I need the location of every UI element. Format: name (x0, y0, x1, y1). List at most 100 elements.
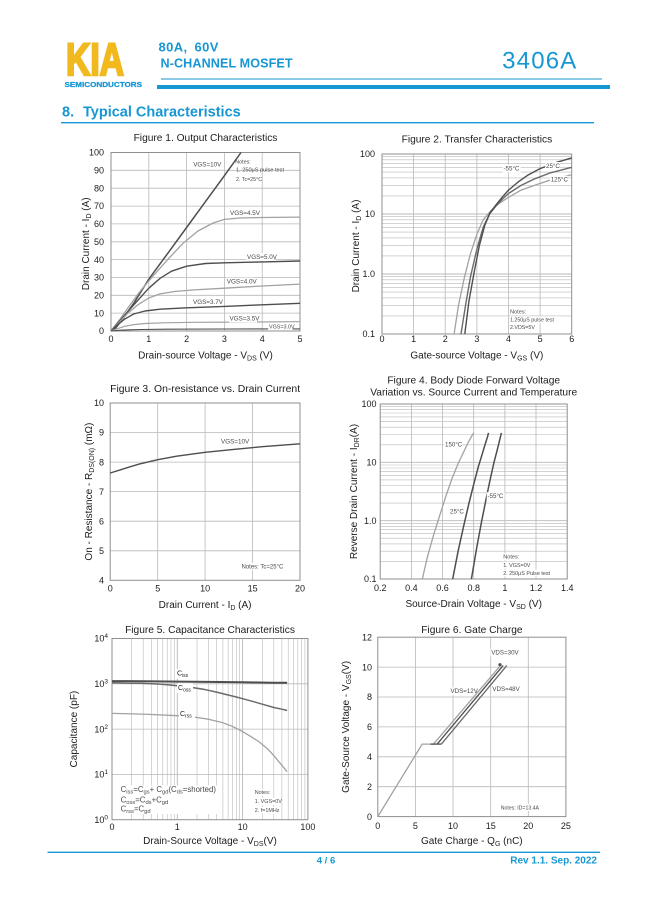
svg-text:VDS=48V: VDS=48V (492, 686, 520, 693)
svg-text:0.2: 0.2 (374, 583, 387, 593)
svg-text:0.4: 0.4 (405, 583, 418, 593)
svg-text:KIA: KIA (66, 34, 124, 85)
svg-text:-55°C: -55°C (488, 493, 504, 500)
svg-text:Drain Current - ID (A): Drain Current - ID (A) (81, 197, 93, 290)
svg-text:80A, 60V: 80A, 60V (159, 40, 219, 55)
svg-text:=shorted): =shorted) (183, 785, 217, 794)
svg-text:Notes: Tc=25°C: Notes: Tc=25°C (242, 565, 284, 571)
svg-text:VGS=10V: VGS=10V (193, 162, 222, 169)
svg-text:VGS=4.0V: VGS=4.0V (227, 279, 258, 286)
svg-text:Ciss: Ciss (177, 671, 189, 680)
svg-text:2. 250μS Pulse test: 2. 250μS Pulse test (503, 571, 550, 577)
svg-text:10: 10 (365, 209, 375, 219)
svg-text:Coss: Coss (178, 685, 191, 694)
svg-text:10: 10 (366, 458, 376, 468)
svg-text:1: 1 (175, 822, 180, 832)
svg-text:0.1: 0.1 (364, 574, 377, 584)
svg-text:rss: rss (126, 809, 134, 815)
svg-text:Notes:: Notes: (503, 555, 520, 561)
svg-text:4: 4 (367, 752, 372, 762)
svg-text:Source-Drain Voltage - VSD (V): Source-Drain Voltage - VSD (V) (405, 599, 541, 611)
svg-text:1.2: 1.2 (530, 583, 543, 593)
svg-text:Drain Current - ID (A): Drain Current - ID (A) (351, 200, 363, 293)
svg-text:Figure 5. Capacitance Characte: Figure 5. Capacitance Characteristics (125, 625, 295, 636)
svg-text:Gate-source Voltage - VGS (V): Gate-source Voltage - VGS (V) (410, 351, 543, 363)
svg-text:10: 10 (362, 662, 372, 672)
svg-text:20: 20 (295, 584, 305, 594)
svg-text:0: 0 (375, 821, 380, 831)
svg-text:10: 10 (448, 821, 458, 831)
svg-text:4 / 6: 4 / 6 (317, 856, 336, 867)
svg-text:10: 10 (94, 308, 104, 318)
svg-text:Notes:: Notes: (235, 160, 251, 166)
svg-text:SEMICONDUCTORS: SEMICONDUCTORS (65, 80, 143, 89)
svg-text:C: C (121, 785, 127, 794)
svg-text:Drain Current - ID (A): Drain Current - ID (A) (159, 600, 252, 612)
svg-text:C: C (121, 795, 127, 804)
svg-text:0: 0 (99, 326, 104, 336)
svg-text:0: 0 (367, 812, 372, 822)
svg-text:5: 5 (297, 334, 302, 344)
svg-text:4: 4 (506, 334, 511, 344)
svg-text:1: 1 (146, 334, 151, 344)
svg-text:+ C: + C (150, 785, 163, 794)
svg-text:+C: +C (152, 795, 163, 804)
svg-text:4: 4 (99, 576, 104, 586)
svg-text:50: 50 (94, 237, 104, 247)
svg-text:10: 10 (238, 822, 248, 832)
svg-text:Variation vs. Source Current a: Variation vs. Source Current and Tempera… (370, 388, 577, 399)
svg-text:6: 6 (99, 516, 104, 526)
svg-text:ds: ds (177, 790, 183, 796)
svg-text:1.4: 1.4 (561, 583, 574, 593)
svg-text:VDS=30V: VDS=30V (491, 650, 519, 657)
svg-text:Notes:: Notes: (510, 310, 527, 316)
svg-text:Reverse Drain Current - IDR(A): Reverse Drain Current - IDR(A) (349, 424, 361, 559)
svg-text:oss: oss (126, 800, 135, 806)
svg-text:Gate Charge - QG (nC): Gate Charge - QG (nC) (421, 836, 523, 848)
svg-text:1.250μS pulse test: 1.250μS pulse test (510, 318, 555, 324)
svg-text:Rev 1.1. Sep. 2022: Rev 1.1. Sep. 2022 (510, 856, 597, 867)
svg-text:3: 3 (222, 334, 227, 344)
svg-text:1: 1 (411, 334, 416, 344)
svg-text:(C: (C (168, 785, 177, 794)
svg-text:gs: gs (144, 790, 150, 796)
svg-text:5: 5 (413, 821, 418, 831)
svg-text:0.1: 0.1 (362, 329, 375, 339)
svg-text:Figure 6. Gate Charge: Figure 6. Gate Charge (421, 625, 523, 636)
svg-text:15: 15 (248, 584, 258, 594)
svg-text:5: 5 (99, 546, 104, 556)
svg-text:8.: 8. (62, 105, 74, 121)
svg-text:0.8: 0.8 (467, 583, 480, 593)
svg-text:100: 100 (361, 399, 376, 409)
svg-text:80: 80 (94, 183, 104, 193)
svg-text:Figure 1. Output Characteristi: Figure 1. Output Characteristics (134, 133, 278, 144)
svg-text:3406A: 3406A (502, 48, 577, 75)
svg-text:Notes:: Notes: (255, 790, 271, 796)
svg-text:0: 0 (379, 334, 384, 344)
svg-text:103: 103 (94, 679, 108, 690)
svg-text:2: 2 (367, 782, 372, 792)
svg-text:2: 2 (184, 334, 189, 344)
svg-text:Typical Characteristics: Typical Characteristics (83, 105, 241, 121)
svg-text:6: 6 (367, 722, 372, 732)
svg-text:Figure 2. Transfer Characteris: Figure 2. Transfer Characteristics (402, 135, 553, 146)
svg-text:25°C: 25°C (546, 163, 560, 170)
svg-text:gd: gd (144, 809, 150, 815)
svg-text:100: 100 (300, 822, 315, 832)
svg-text:VGS=5.0V: VGS=5.0V (247, 254, 278, 261)
svg-text:8: 8 (367, 692, 372, 702)
svg-text:20: 20 (523, 821, 533, 831)
svg-text:9: 9 (99, 428, 104, 438)
svg-text:Drain-Source Voltage - VDS(V): Drain-Source Voltage - VDS(V) (143, 836, 277, 848)
svg-text:VDS=12V: VDS=12V (451, 688, 479, 695)
svg-text:10: 10 (94, 398, 104, 408)
svg-text:102: 102 (94, 724, 108, 735)
svg-text:1.0: 1.0 (362, 269, 375, 279)
svg-text:0: 0 (108, 584, 113, 594)
svg-text:ds: ds (145, 800, 151, 806)
svg-text:=C: =C (134, 805, 145, 814)
svg-text:2.VDS=5V: 2.VDS=5V (510, 325, 535, 331)
svg-text:iss: iss (126, 790, 133, 796)
svg-text:Crss: Crss (180, 711, 192, 720)
svg-text:0.6: 0.6 (436, 583, 449, 593)
